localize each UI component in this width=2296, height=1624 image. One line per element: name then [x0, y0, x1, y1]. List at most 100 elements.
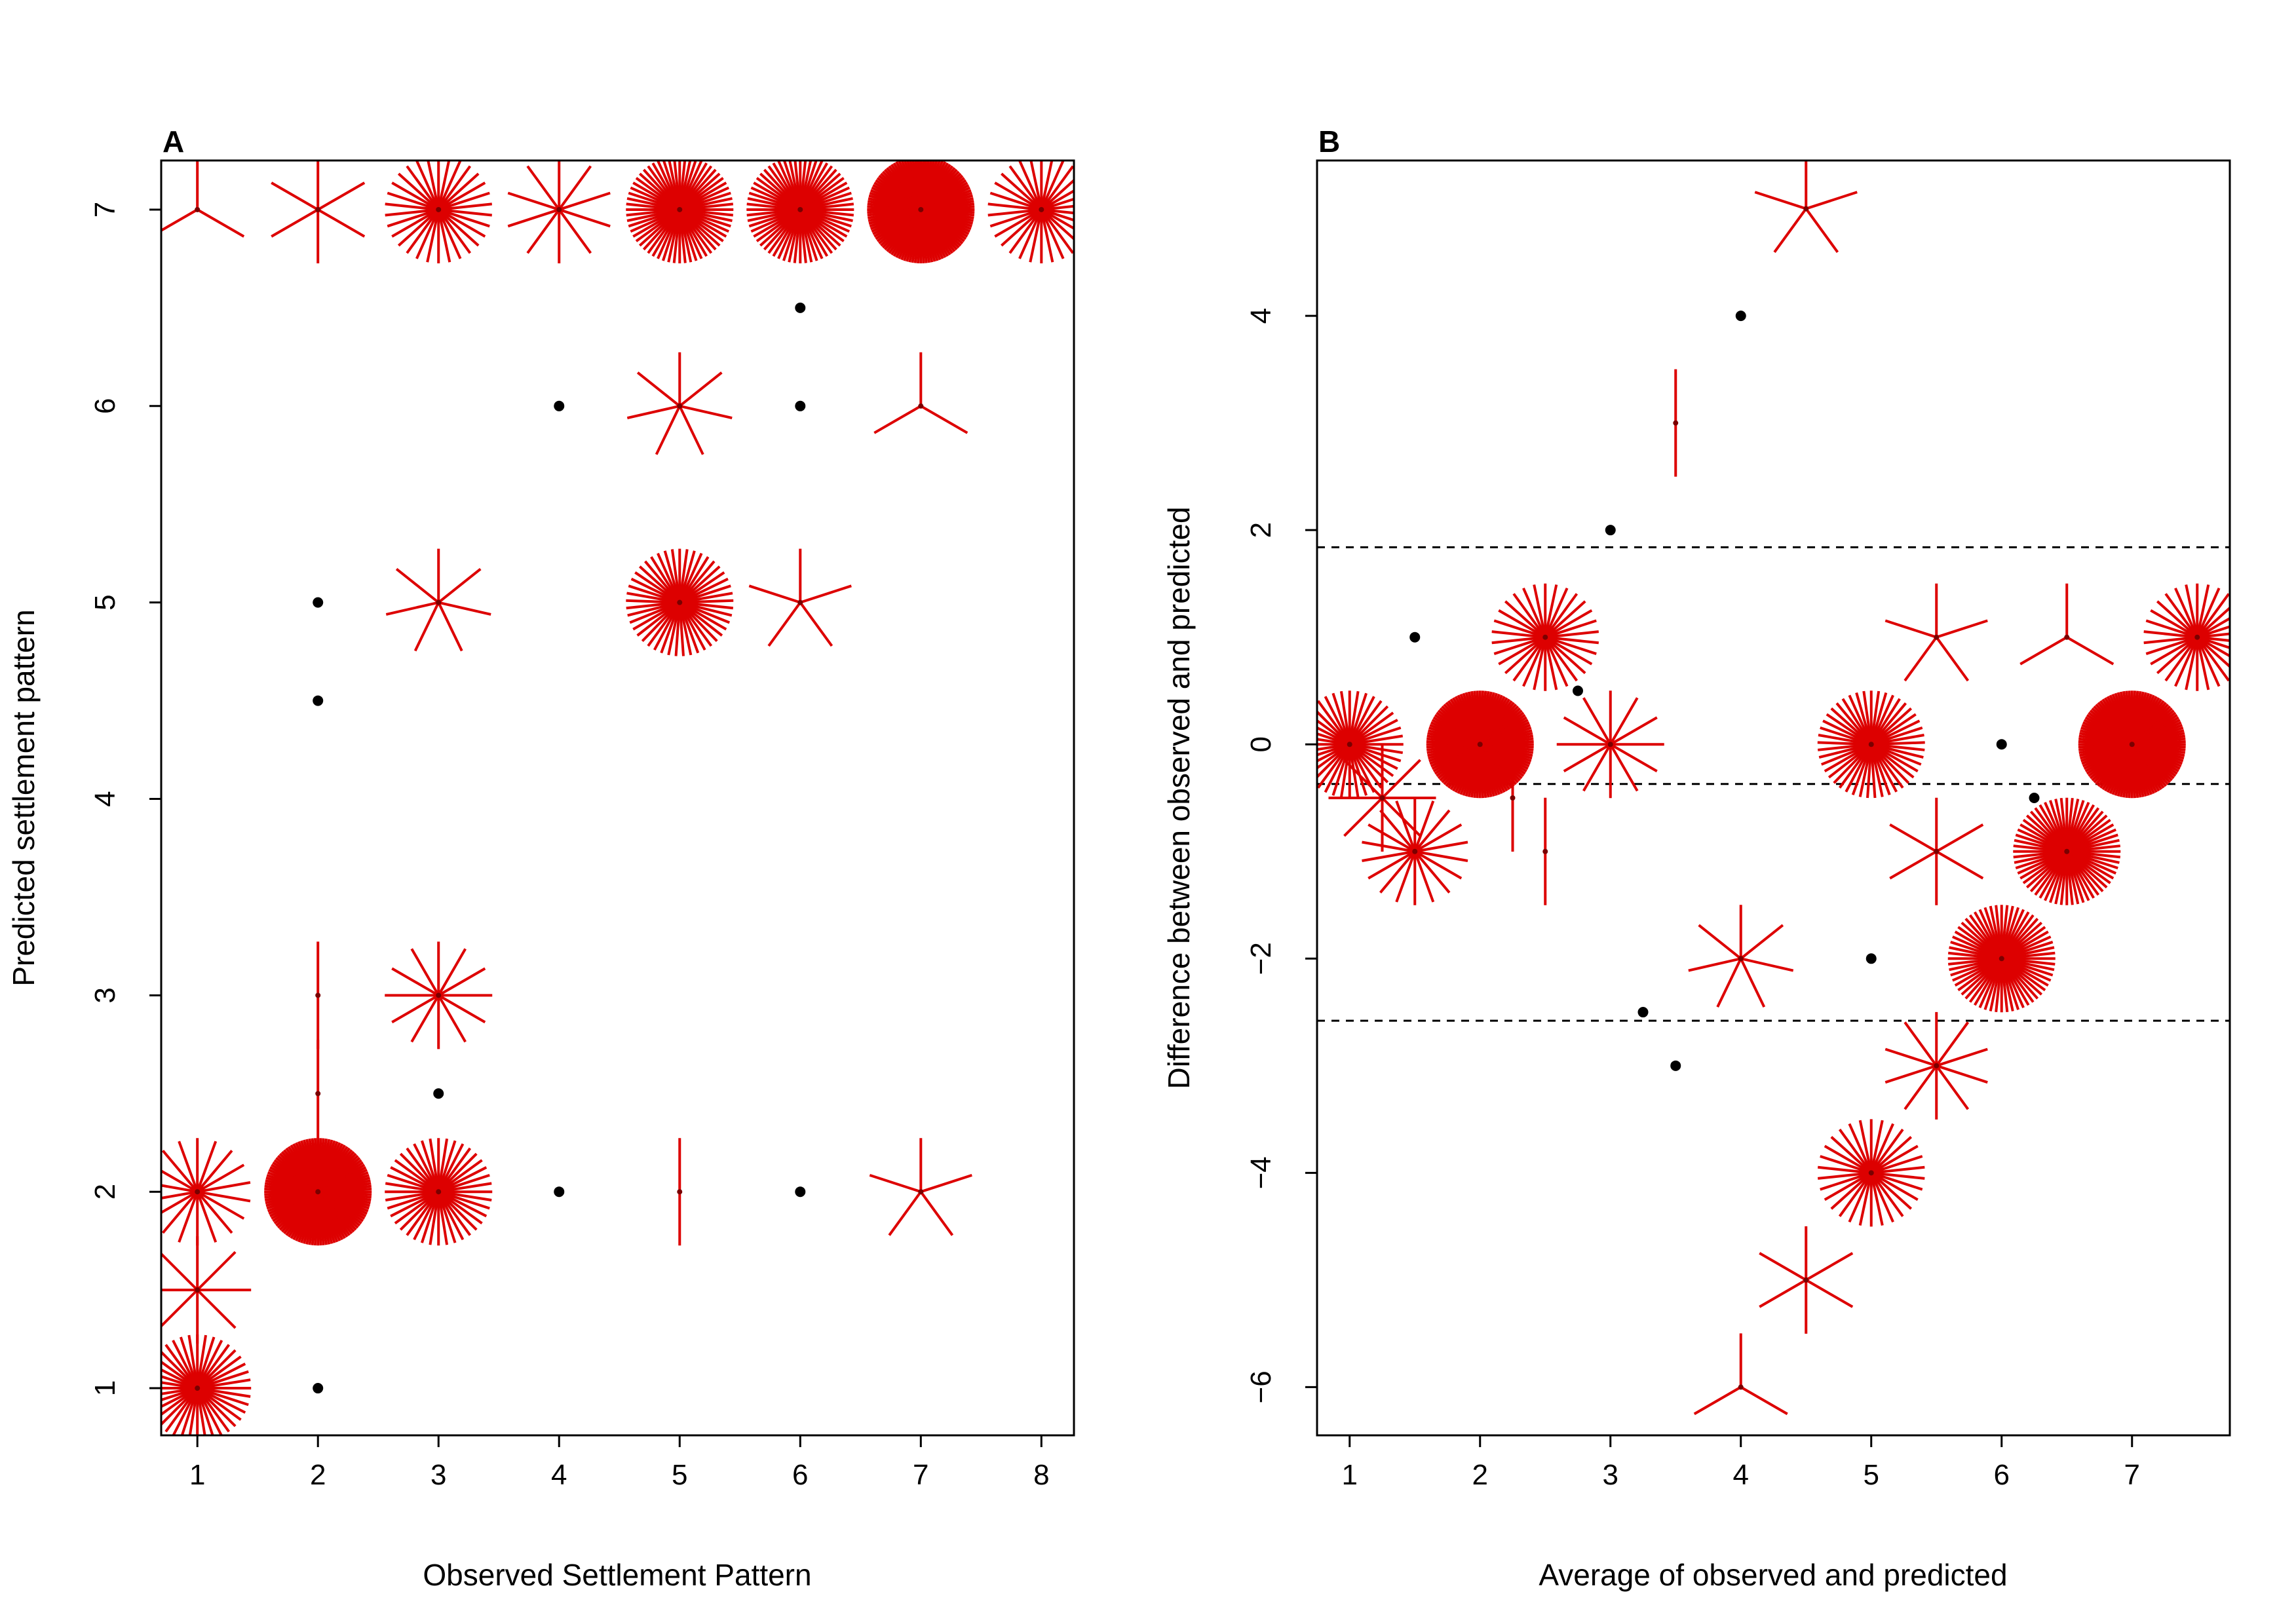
sunflower-petal — [1544, 637, 1558, 690]
sunflower-petal — [438, 208, 492, 217]
sunflower-petal — [1858, 1120, 1873, 1173]
sunflower-petal — [1545, 635, 1599, 645]
sunflower-petal — [317, 208, 366, 238]
sunflower-petal — [1041, 189, 1074, 211]
sunflower-petal — [387, 208, 439, 228]
sunflower-petal — [196, 1387, 231, 1433]
sunflower-point — [315, 941, 321, 1049]
sunflower-petal — [1870, 1172, 1904, 1217]
sunflower-petal — [429, 1191, 440, 1245]
sunflower-point — [867, 161, 975, 263]
sunflower-point — [313, 1383, 324, 1394]
sunflower-center — [1673, 420, 1679, 426]
panel-b-x-tick-label: 6 — [1994, 1459, 2010, 1491]
sunflower-point — [2019, 583, 2114, 666]
sunflower-petal — [1317, 744, 1351, 789]
sunflower-petal — [1885, 619, 1937, 639]
sunflower-point — [2078, 690, 2186, 799]
sunflower-petal — [1904, 1021, 1938, 1067]
sunflower-petal — [437, 1191, 457, 1243]
sunflower-petal — [2196, 616, 2230, 639]
sunflower-center — [1999, 956, 2004, 962]
sunflower-petal — [2019, 635, 2068, 666]
sunflower-petal — [2196, 584, 2210, 638]
sunflower-petal — [2196, 636, 2221, 687]
panel-a-x-tick-label: 3 — [430, 1459, 446, 1491]
sunflower-petal — [1493, 619, 1546, 639]
sunflower-petal — [437, 1191, 465, 1241]
sunflower-point — [271, 161, 366, 263]
sunflower-petal — [888, 1191, 922, 1236]
sunflower-point — [161, 1236, 252, 1344]
sunflower-petal — [2197, 635, 2230, 642]
sunflower-petal — [178, 1141, 199, 1192]
sunflower-petal — [1609, 743, 1658, 772]
sunflower-petal — [413, 1191, 440, 1241]
sunflower-center — [195, 206, 201, 212]
sunflower-petal — [180, 1388, 199, 1435]
sunflower-petal — [1740, 957, 1794, 972]
sunflower-petal — [1544, 609, 1593, 639]
panel-b-frame — [1316, 159, 2231, 1437]
sunflower-petal — [1349, 734, 1404, 746]
sunflower-petal — [1349, 743, 1398, 770]
sunflower-point — [1885, 583, 1988, 682]
sunflower-petal — [197, 1387, 249, 1407]
sunflower-petal — [2174, 636, 2199, 687]
sunflower-point — [1556, 690, 1664, 799]
sunflower-petal — [1805, 1279, 1854, 1308]
sunflower-point — [626, 352, 733, 455]
sunflower-petal — [507, 191, 560, 211]
sunflower-petal — [316, 1138, 322, 1192]
sunflower-petal — [406, 165, 440, 211]
sunflower-petal — [1512, 593, 1546, 638]
sunflower-center — [1738, 1384, 1744, 1390]
sunflower-center — [195, 1386, 201, 1391]
panel-b-y-tick-label: 4 — [1245, 308, 1277, 324]
sunflower-petal — [406, 1191, 440, 1236]
sunflower-petal — [2196, 587, 2221, 638]
sunflower-petal — [1936, 850, 1984, 880]
sunflower-petal — [679, 404, 733, 420]
sunflower-petal — [437, 161, 462, 210]
sunflower-point — [161, 1138, 251, 1246]
sunflower-point — [385, 548, 491, 652]
sunflower-petal — [1491, 630, 1546, 639]
sunflower-center — [315, 1091, 321, 1097]
sunflower-petal — [799, 601, 833, 647]
sunflower-petal — [1343, 797, 1383, 837]
sunflower-petal — [188, 1388, 199, 1435]
sunflower-petal — [678, 161, 687, 210]
sunflower-petal — [1870, 1135, 1913, 1174]
sunflower-center — [1477, 742, 1483, 747]
sunflower-petal — [1317, 743, 1350, 751]
sunflower-petal — [161, 1374, 198, 1389]
sunflower-petal — [2130, 690, 2137, 745]
sunflower-petal — [2143, 635, 2198, 645]
sunflower-center — [195, 1287, 201, 1293]
panel-a-x-tick-label: 4 — [551, 1459, 567, 1491]
sunflower-petal — [1348, 690, 1360, 745]
sunflower-petal — [1504, 600, 1546, 639]
sunflower-petal — [410, 948, 440, 996]
panel-b-y-tick-label: −6 — [1245, 1370, 1277, 1403]
sunflower-petal — [1317, 719, 1350, 746]
sunflower-petal — [1331, 692, 1351, 745]
sunflower-petal — [1544, 587, 1569, 638]
sunflower-petal — [1381, 759, 1421, 799]
sunflower-center — [315, 992, 321, 998]
sunflower-center — [797, 599, 803, 605]
sunflower-petal — [161, 1252, 199, 1291]
sunflower-petal — [1871, 1165, 1925, 1175]
sunflower-point — [1866, 953, 1877, 964]
sunflower-point — [554, 400, 565, 411]
data-point — [795, 302, 806, 313]
data-point — [2029, 793, 2040, 803]
sunflower-petal — [1339, 744, 1351, 798]
sunflower-petal — [437, 165, 472, 211]
sunflower-petal — [1871, 1155, 1923, 1175]
sunflower-petal — [987, 208, 1042, 217]
sunflower-petal — [1512, 636, 1546, 682]
sunflower-petal — [196, 1336, 216, 1389]
sunflower-petal — [1379, 809, 1416, 853]
